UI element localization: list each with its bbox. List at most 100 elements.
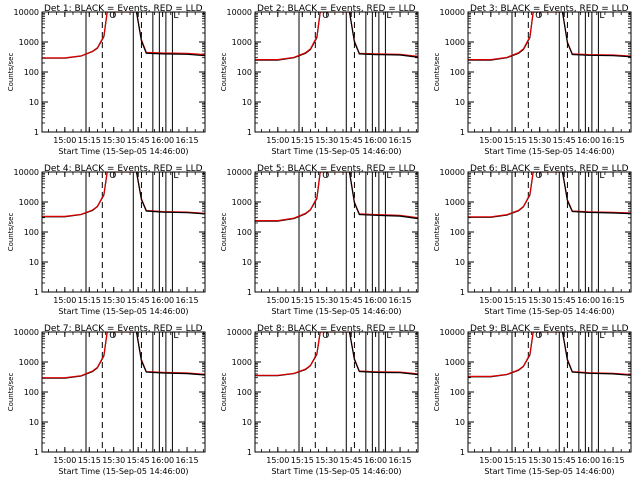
y-tick-label: 10000	[227, 8, 252, 17]
x-tick-label: 15:45	[553, 456, 576, 465]
plot-frame	[254, 171, 419, 293]
x-tick-label: 15:30	[102, 456, 125, 465]
x-axis-label: Start Time (15-Sep-05 14:46:00)	[271, 147, 401, 156]
y-tick-label: 10000	[227, 328, 252, 337]
attenuator-marker: O	[322, 11, 329, 21]
x-tick-label: 15:00	[266, 296, 289, 305]
attenuator-marker: O	[322, 171, 329, 181]
box-letter: L	[173, 171, 178, 181]
x-tick-label: 15:00	[479, 456, 502, 465]
detector-panel: Det 5: BLACK = Events, RED = LLD Counts/s…	[220, 164, 419, 316]
lld-series-line	[468, 12, 631, 61]
y-tick-label: 10	[29, 98, 39, 107]
detector-panel: Det 9: BLACK = Events, RED = LLD Counts/s…	[433, 324, 632, 476]
x-tick-label: 15:45	[127, 456, 150, 465]
plot-frame	[467, 331, 632, 453]
panel-title: Det 6: BLACK = Events, RED = LLD	[470, 164, 629, 174]
detector-panel: Det 4: BLACK = Events, RED = LLD Counts/s…	[7, 164, 206, 316]
y-tick-label: 10	[29, 258, 39, 267]
x-tick-label: 15:30	[102, 136, 125, 145]
events-series-line	[42, 332, 108, 379]
y-axis-label: Counts/sec	[7, 373, 15, 412]
panel-title: Det 3: BLACK = Events, RED = LLD	[470, 4, 629, 14]
x-tick-label: 15:45	[553, 296, 576, 305]
plot-frame	[41, 171, 206, 293]
lld-series-line	[255, 172, 418, 222]
x-tick-label: 16:15	[389, 456, 412, 465]
x-tick-label: 15:15	[291, 136, 314, 145]
detector-panel: Det 2: BLACK = Events, RED = LLD Counts/s…	[220, 4, 419, 156]
x-axis-label: Start Time (15-Sep-05 14:46:00)	[484, 467, 614, 476]
x-tick-label: 15:30	[315, 456, 338, 465]
events-series-line	[561, 172, 631, 215]
box-letter: L	[386, 171, 391, 181]
x-axis-label: Start Time (15-Sep-05 14:46:00)	[271, 307, 401, 316]
attenuator-marker: O	[535, 11, 542, 21]
y-tick-label: 1000	[445, 358, 465, 367]
y-tick-label: 1000	[19, 358, 39, 367]
x-axis-label: Start Time (15-Sep-05 14:46:00)	[484, 147, 614, 156]
events-series-line	[348, 332, 418, 376]
x-tick-label: 15:30	[102, 296, 125, 305]
detector-panel: Det 8: BLACK = Events, RED = LLD Counts/s…	[220, 324, 419, 476]
x-tick-label: 16:00	[577, 296, 600, 305]
y-tick-label: 100	[450, 68, 465, 77]
plot-frame	[467, 11, 632, 133]
y-tick-label: 1000	[445, 38, 465, 47]
y-tick-label: 1	[460, 288, 465, 297]
x-axis-label: Start Time (15-Sep-05 14:46:00)	[271, 467, 401, 476]
y-tick-label: 1000	[19, 38, 39, 47]
y-tick-label: 10	[455, 258, 465, 267]
x-axis-label: Start Time (15-Sep-05 14:46:00)	[58, 307, 188, 316]
y-axis-label: Counts/sec	[7, 213, 15, 252]
detector-panel: Det 6: BLACK = Events, RED = LLD Counts/s…	[433, 164, 632, 316]
series-group	[468, 12, 631, 61]
y-tick-label: 10000	[14, 8, 39, 17]
x-tick-label: 16:15	[602, 136, 625, 145]
x-axis-label: Start Time (15-Sep-05 14:46:00)	[58, 467, 188, 476]
x-tick-label: 15:15	[291, 296, 314, 305]
x-tick-label: 15:45	[340, 296, 363, 305]
box-letter: L	[173, 331, 178, 341]
x-tick-label: 16:00	[151, 296, 174, 305]
x-tick-label: 15:45	[127, 296, 150, 305]
y-axis-label: Counts/sec	[433, 53, 441, 92]
y-tick-label: 10000	[440, 328, 465, 337]
box-letter: L	[173, 11, 178, 21]
x-tick-label: 15:45	[340, 136, 363, 145]
series-group	[255, 12, 418, 61]
box-letter: L	[386, 331, 391, 341]
box-letter: L	[599, 11, 604, 21]
x-tick-label: 16:15	[602, 296, 625, 305]
lld-series-line	[42, 172, 205, 217]
lld-series-line	[42, 332, 205, 379]
x-tick-label: 16:00	[364, 456, 387, 465]
y-tick-label: 1000	[232, 38, 252, 47]
x-tick-label: 15:00	[53, 456, 76, 465]
x-tick-label: 16:15	[389, 136, 412, 145]
events-series-line	[348, 12, 418, 58]
y-tick-label: 100	[237, 228, 252, 237]
events-series-line	[255, 172, 321, 222]
x-tick-label: 16:15	[389, 296, 412, 305]
x-tick-label: 15:00	[53, 136, 76, 145]
detector-panel: Det 3: BLACK = Events, RED = LLD Counts/s…	[433, 4, 632, 156]
lld-series-line	[468, 332, 631, 377]
x-tick-label: 15:30	[528, 136, 551, 145]
y-tick-label: 100	[24, 388, 39, 397]
events-series-line	[561, 332, 631, 376]
events-series-line	[255, 332, 321, 377]
events-series-line	[135, 332, 205, 376]
y-axis-label: Counts/sec	[220, 213, 228, 252]
attenuator-marker: O	[109, 11, 116, 21]
y-tick-label: 10000	[227, 168, 252, 177]
y-tick-label: 1	[247, 288, 252, 297]
x-tick-label: 16:00	[151, 456, 174, 465]
series-group	[255, 172, 418, 222]
x-tick-label: 16:15	[176, 456, 199, 465]
y-tick-label: 10	[242, 418, 252, 427]
lld-series-line	[255, 12, 418, 61]
events-series-line	[468, 12, 534, 61]
x-tick-label: 15:15	[504, 296, 527, 305]
